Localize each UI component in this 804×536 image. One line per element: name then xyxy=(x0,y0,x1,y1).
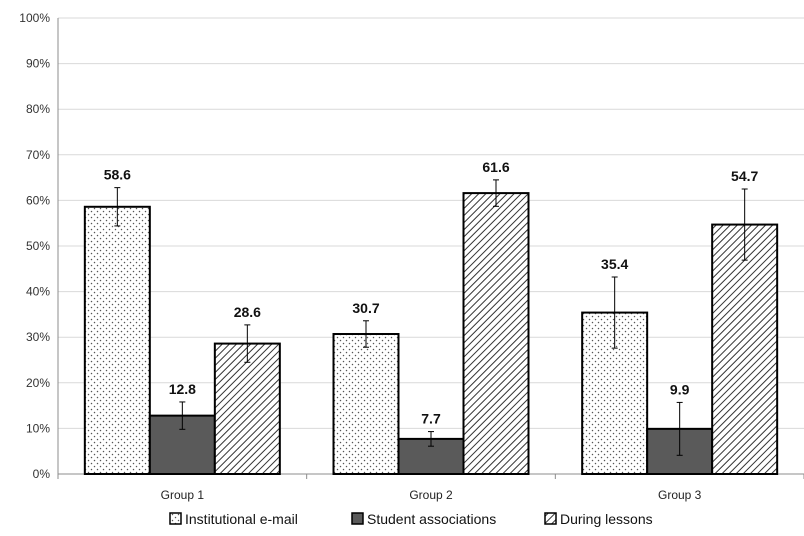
y-tick-label: 40% xyxy=(26,285,50,299)
legend-swatch xyxy=(544,512,557,525)
x-category-label: Group 3 xyxy=(658,488,702,502)
legend-label: Institutional e-mail xyxy=(185,511,298,527)
legend: Institutional e-mail Student associations… xyxy=(169,511,653,527)
legend-swatch xyxy=(169,512,182,525)
y-tick-label: 20% xyxy=(26,376,50,390)
gridlines xyxy=(58,17,804,429)
error-bars xyxy=(114,179,748,456)
y-tick-label: 10% xyxy=(26,421,50,435)
x-category-label: Group 2 xyxy=(409,488,453,502)
data-label: 7.7 xyxy=(421,411,441,427)
data-label: 35.4 xyxy=(601,256,628,272)
legend-swatch xyxy=(351,512,364,525)
bar xyxy=(213,342,281,476)
data-label: 12.8 xyxy=(169,381,196,397)
legend-label: During lessons xyxy=(560,511,653,527)
data-label: 9.9 xyxy=(670,381,690,397)
bar xyxy=(462,192,530,475)
data-labels: 58.6 12.8 28.6 30.7 7.7 61.6 35.4 9.9 54.7 xyxy=(104,159,759,427)
y-tick-label: 30% xyxy=(26,330,50,344)
bar xyxy=(332,333,400,475)
x-category-label: Group 1 xyxy=(161,488,205,502)
bar xyxy=(711,223,779,475)
data-label: 28.6 xyxy=(234,304,261,320)
data-label: 58.6 xyxy=(104,167,131,183)
bar xyxy=(83,205,151,475)
y-tick-label: 80% xyxy=(26,102,50,116)
y-tick-label: 100% xyxy=(19,11,50,25)
legend-label: Student associations xyxy=(367,511,496,527)
data-label: 61.6 xyxy=(482,159,509,175)
y-tick-label: 70% xyxy=(26,148,50,162)
y-tick-label: 90% xyxy=(26,57,50,71)
y-tick-label: 50% xyxy=(26,239,50,253)
y-tick-label: 0% xyxy=(33,467,51,481)
data-label: 30.7 xyxy=(352,300,379,316)
y-tick-label: 60% xyxy=(26,193,50,207)
data-label: 54.7 xyxy=(731,168,758,184)
